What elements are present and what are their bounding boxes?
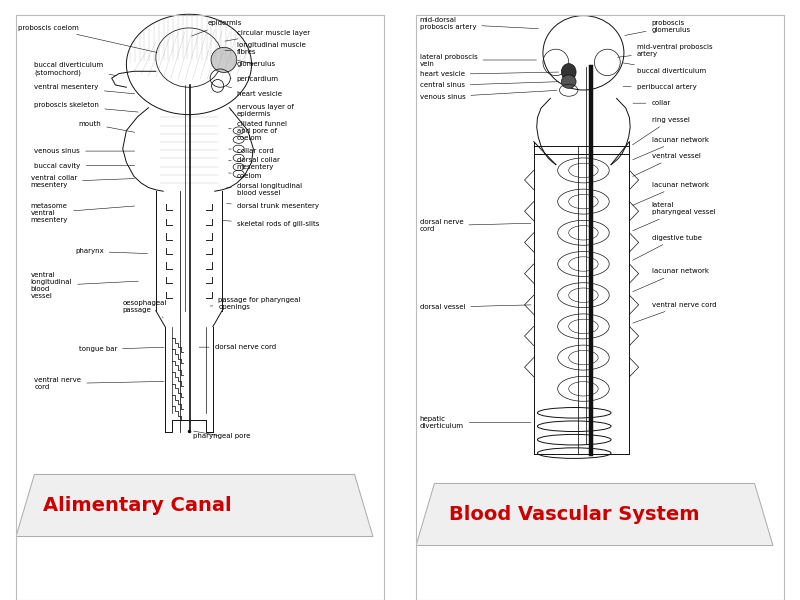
Text: proboscis coelom: proboscis coelom (18, 25, 157, 52)
Text: buccal diverticulum
(stomochord): buccal diverticulum (stomochord) (34, 62, 116, 76)
Text: venous sinus: venous sinus (34, 148, 134, 154)
Text: heart vesicle: heart vesicle (226, 86, 282, 97)
Text: mid-dorsal
proboscis artery: mid-dorsal proboscis artery (420, 17, 538, 31)
Text: lateral
pharyngeal vessel: lateral pharyngeal vessel (633, 202, 715, 231)
Text: ventral collar
mesentery: ventral collar mesentery (30, 175, 134, 188)
Text: Blood Vascular System: Blood Vascular System (449, 505, 699, 524)
Polygon shape (16, 475, 373, 536)
Ellipse shape (211, 47, 237, 73)
Text: Alimentary Canal: Alimentary Canal (43, 496, 232, 515)
Text: hepatic
diverticulum: hepatic diverticulum (420, 416, 531, 429)
Text: lacunar network: lacunar network (633, 137, 709, 160)
Text: lateral proboscis
vein: lateral proboscis vein (420, 53, 537, 67)
Text: ciliated funnel
and pore of
coelom: ciliated funnel and pore of coelom (229, 121, 287, 140)
Text: heart vesicle: heart vesicle (420, 71, 558, 77)
Ellipse shape (562, 64, 576, 80)
Text: digestive tube: digestive tube (633, 235, 702, 260)
Text: buccal diverticulum: buccal diverticulum (623, 63, 706, 74)
Text: oesophageal
passage: oesophageal passage (122, 299, 167, 317)
Text: tongue bar: tongue bar (78, 346, 164, 352)
Text: pharynx: pharynx (75, 248, 147, 254)
Text: dorsal nerve cord: dorsal nerve cord (199, 344, 276, 350)
Polygon shape (416, 484, 773, 545)
Text: peribuccal artery: peribuccal artery (623, 85, 697, 91)
Text: venous sinus: venous sinus (420, 91, 557, 100)
Text: circular muscle layer: circular muscle layer (225, 29, 310, 41)
Text: coelom: coelom (229, 173, 262, 179)
Text: central sinus: central sinus (420, 82, 558, 88)
Text: collar: collar (633, 100, 670, 106)
Text: proboscis
glomerulus: proboscis glomerulus (625, 20, 690, 35)
Text: lacunar network: lacunar network (633, 182, 709, 205)
Text: dorsal collar
mesentery: dorsal collar mesentery (229, 157, 280, 170)
Text: dorsal vessel: dorsal vessel (420, 304, 531, 310)
Text: longitudinal muscle
fibres: longitudinal muscle fibres (225, 42, 306, 55)
Text: glomerulus: glomerulus (237, 61, 276, 67)
Ellipse shape (562, 75, 576, 88)
Text: pharyngeal pore: pharyngeal pore (193, 431, 250, 439)
Text: pericardium: pericardium (230, 76, 279, 82)
Text: buccal cavity: buccal cavity (34, 163, 134, 169)
Text: collar cord: collar cord (229, 148, 274, 154)
Text: ventral
longitudinal
blood
vessel: ventral longitudinal blood vessel (30, 272, 138, 299)
Text: mouth: mouth (78, 121, 134, 133)
Text: dorsal longitudinal
blood vessel: dorsal longitudinal blood vessel (226, 184, 302, 196)
Text: ventral nerve cord: ventral nerve cord (633, 302, 716, 323)
Text: nervous layer of
epidermis: nervous layer of epidermis (230, 104, 294, 117)
Text: proboscis skeleton: proboscis skeleton (34, 103, 138, 112)
Text: ventral mesentery: ventral mesentery (34, 84, 134, 94)
Text: skeletal rods of gill-slits: skeletal rods of gill-slits (223, 221, 319, 227)
Text: passage for pharyngeal
openings: passage for pharyngeal openings (210, 298, 301, 310)
Text: epidermis: epidermis (191, 20, 242, 36)
Text: mid-ventral proboscis
artery: mid-ventral proboscis artery (618, 44, 713, 57)
Text: metasome
ventral
mesentery: metasome ventral mesentery (30, 203, 134, 223)
Text: ring vessel: ring vessel (633, 116, 690, 145)
Text: dorsal nerve
cord: dorsal nerve cord (420, 219, 531, 232)
Text: ventral nerve
cord: ventral nerve cord (34, 377, 164, 390)
Text: dorsal trunk mesentery: dorsal trunk mesentery (226, 203, 319, 209)
Text: lacunar network: lacunar network (633, 268, 709, 292)
Text: ventral vessel: ventral vessel (633, 153, 700, 176)
